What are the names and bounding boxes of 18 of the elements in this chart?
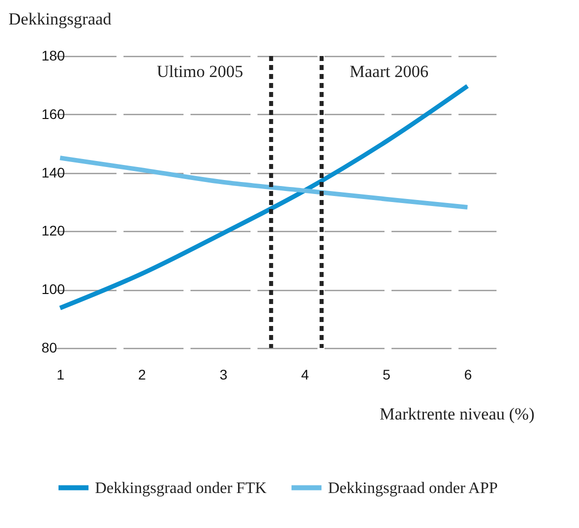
x-tick-label: 2 xyxy=(138,366,146,382)
x-tick-label: 5 xyxy=(382,366,391,382)
y-axis-title: Dekkingsgraad xyxy=(8,10,112,28)
legend-label: Dekkingsgraad onder FTK xyxy=(95,480,267,497)
ref-line-label: Ultimo 2005 xyxy=(156,62,244,81)
y-tick-label: 100 xyxy=(42,281,66,298)
y-tick-label: 140 xyxy=(42,164,66,180)
y-tick-label: 80 xyxy=(42,340,58,356)
ref-line-label: Maart 2006 xyxy=(350,62,428,81)
y-tick-label: 180 xyxy=(42,48,66,64)
y-tick-label: 160 xyxy=(42,106,66,122)
x-axis-title: Marktrente niveau (%) xyxy=(380,404,534,424)
legend-label: Dekkingsgraad onder APP xyxy=(328,480,498,497)
x-tick-label: 3 xyxy=(220,366,228,382)
x-tick-label: 6 xyxy=(464,366,472,382)
y-tick-label: 120 xyxy=(42,222,66,239)
x-tick-label: 1 xyxy=(56,366,65,382)
x-tick-label: 4 xyxy=(301,366,310,382)
